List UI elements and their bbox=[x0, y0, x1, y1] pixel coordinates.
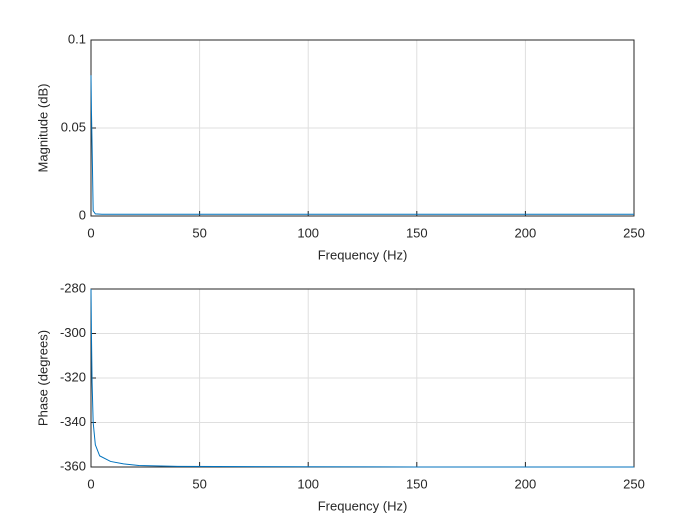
y-tick-label: -280 bbox=[60, 280, 86, 295]
y-tick-label: 0.05 bbox=[61, 119, 86, 134]
x-axis-label: Frequency (Hz) bbox=[318, 498, 408, 513]
y-tick-label: 0 bbox=[79, 207, 86, 222]
y-axis-label: Phase (degrees) bbox=[35, 330, 50, 426]
x-tick-label: 250 bbox=[623, 225, 645, 240]
y-tick-label: 0.1 bbox=[68, 31, 86, 46]
x-tick-label: 0 bbox=[87, 225, 94, 240]
x-tick-label: 150 bbox=[406, 476, 428, 491]
x-tick-label: 100 bbox=[297, 225, 319, 240]
subplot: 0 50 100 150 200 250 -360 -340 -320 -300 -280 Frequ… bbox=[35, 280, 644, 513]
x-axis-label: Frequency (Hz) bbox=[318, 247, 408, 262]
data-line bbox=[90, 75, 634, 215]
x-tick-label: 150 bbox=[406, 225, 428, 240]
y-tick-label: -320 bbox=[60, 369, 86, 384]
y-tick-label: -300 bbox=[60, 325, 86, 340]
subplot: 0 50 100 150 200 250 0 0.05 0.1 Frequency (Hz) Mag… bbox=[35, 31, 644, 262]
x-tick-label: 50 bbox=[192, 476, 206, 491]
x-tick-label: 100 bbox=[297, 476, 319, 491]
axes-box bbox=[90, 39, 635, 217]
data-line bbox=[90, 288, 634, 468]
y-tick-label: -360 bbox=[60, 458, 86, 473]
x-tick-label: 0 bbox=[87, 476, 94, 491]
x-tick-label: 250 bbox=[623, 476, 645, 491]
y-tick-label: -340 bbox=[60, 414, 86, 429]
y-axis-label: Magnitude (dB) bbox=[35, 84, 50, 173]
x-tick-label: 200 bbox=[515, 225, 537, 240]
x-tick-label: 200 bbox=[515, 476, 537, 491]
x-tick-label: 50 bbox=[192, 225, 206, 240]
